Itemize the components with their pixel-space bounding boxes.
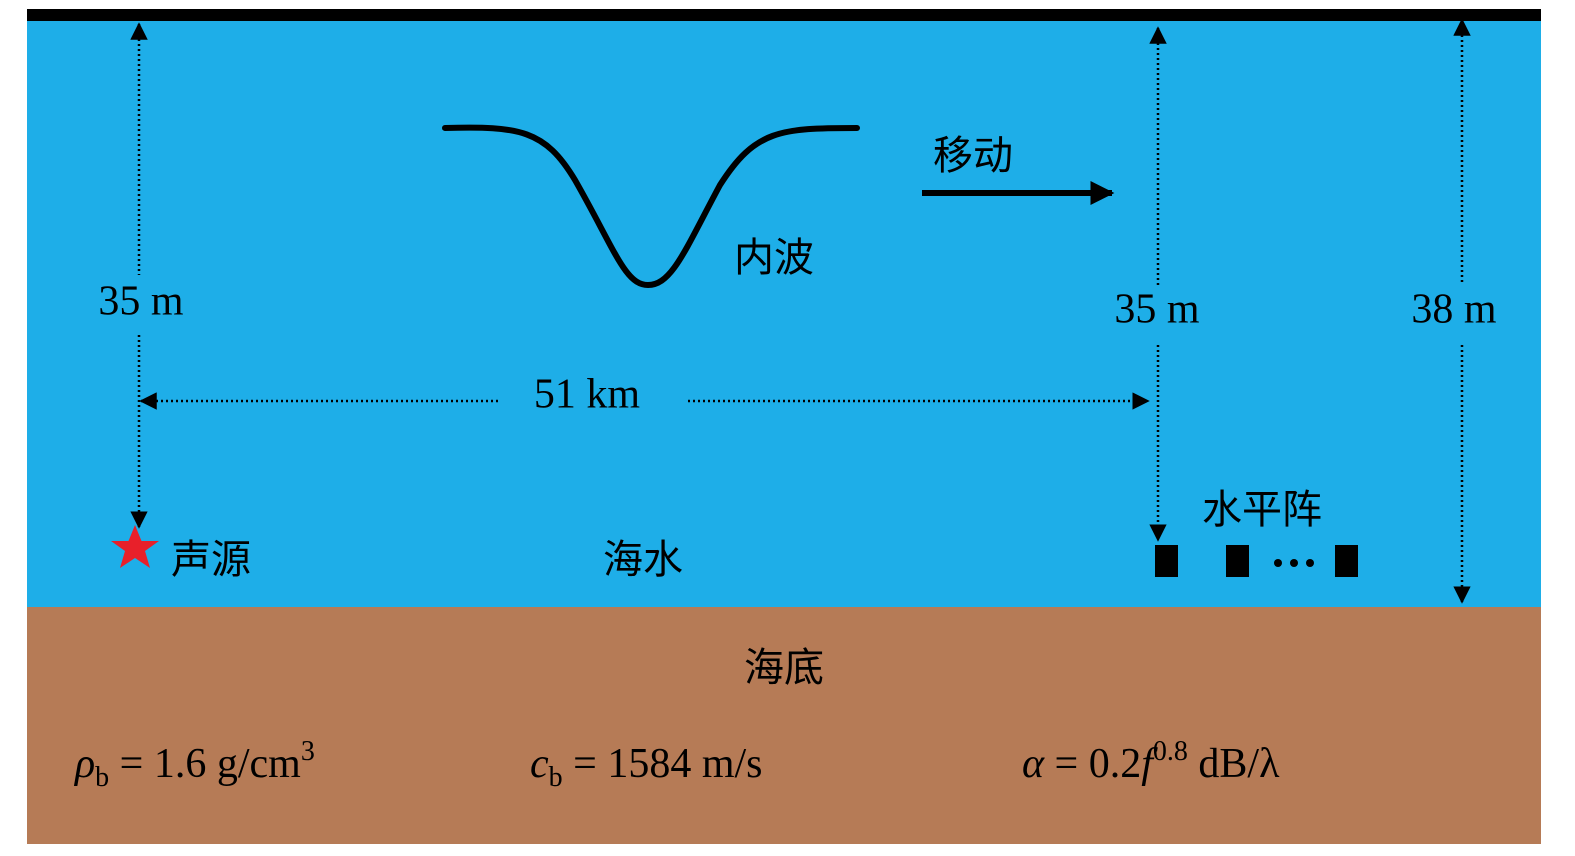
seabed-param: α = 0.2f0.8 dB/λ: [1022, 736, 1280, 787]
source-star: [111, 525, 159, 568]
source-label: 声源: [171, 537, 251, 583]
param-part: 0.8: [1153, 736, 1188, 767]
param-part: 3: [301, 736, 315, 767]
sea-surface: [27, 9, 1541, 21]
wave-label: 内波: [734, 235, 814, 281]
motion-label: 移动: [933, 133, 1013, 179]
ellipsis-dot: [1290, 559, 1298, 567]
param-part: ρ: [73, 741, 95, 787]
seabed-label: 海底: [744, 645, 824, 691]
param-part: b: [95, 762, 109, 793]
ellipsis-dot: [1306, 559, 1314, 567]
ellipsis-dot: [1274, 559, 1282, 567]
seabed-params: ρb = 1.6 g/cm3 cb = 1584 m/s α = 0.2f0.8 d…: [73, 736, 1280, 793]
range-label: 51 km: [534, 372, 641, 418]
array-label: 水平阵: [1202, 487, 1322, 533]
array-element: [1226, 545, 1249, 577]
param-part: b: [549, 762, 563, 793]
param-part: = 0.2: [1044, 741, 1141, 787]
seabed-param: cb = 1584 m/s: [530, 741, 763, 793]
depth-label: 35 m: [98, 279, 184, 325]
param-part: dB/λ: [1188, 741, 1280, 787]
depth-label: 35 m: [1114, 287, 1200, 333]
seabed-param: ρb = 1.6 g/cm3: [73, 736, 315, 793]
seabed: [27, 607, 1541, 844]
array-element: [1335, 545, 1358, 577]
param-part: = 1584 m/s: [563, 741, 763, 787]
seawater: [27, 18, 1541, 607]
depth-label: 38 m: [1411, 287, 1497, 333]
array-element: [1155, 545, 1178, 577]
param-part: c: [530, 741, 549, 787]
internal-wave: [442, 124, 860, 289]
param-part: α: [1022, 741, 1045, 787]
water-label: 海水: [603, 537, 683, 583]
param-part: = 1.6 g/cm: [109, 741, 301, 787]
